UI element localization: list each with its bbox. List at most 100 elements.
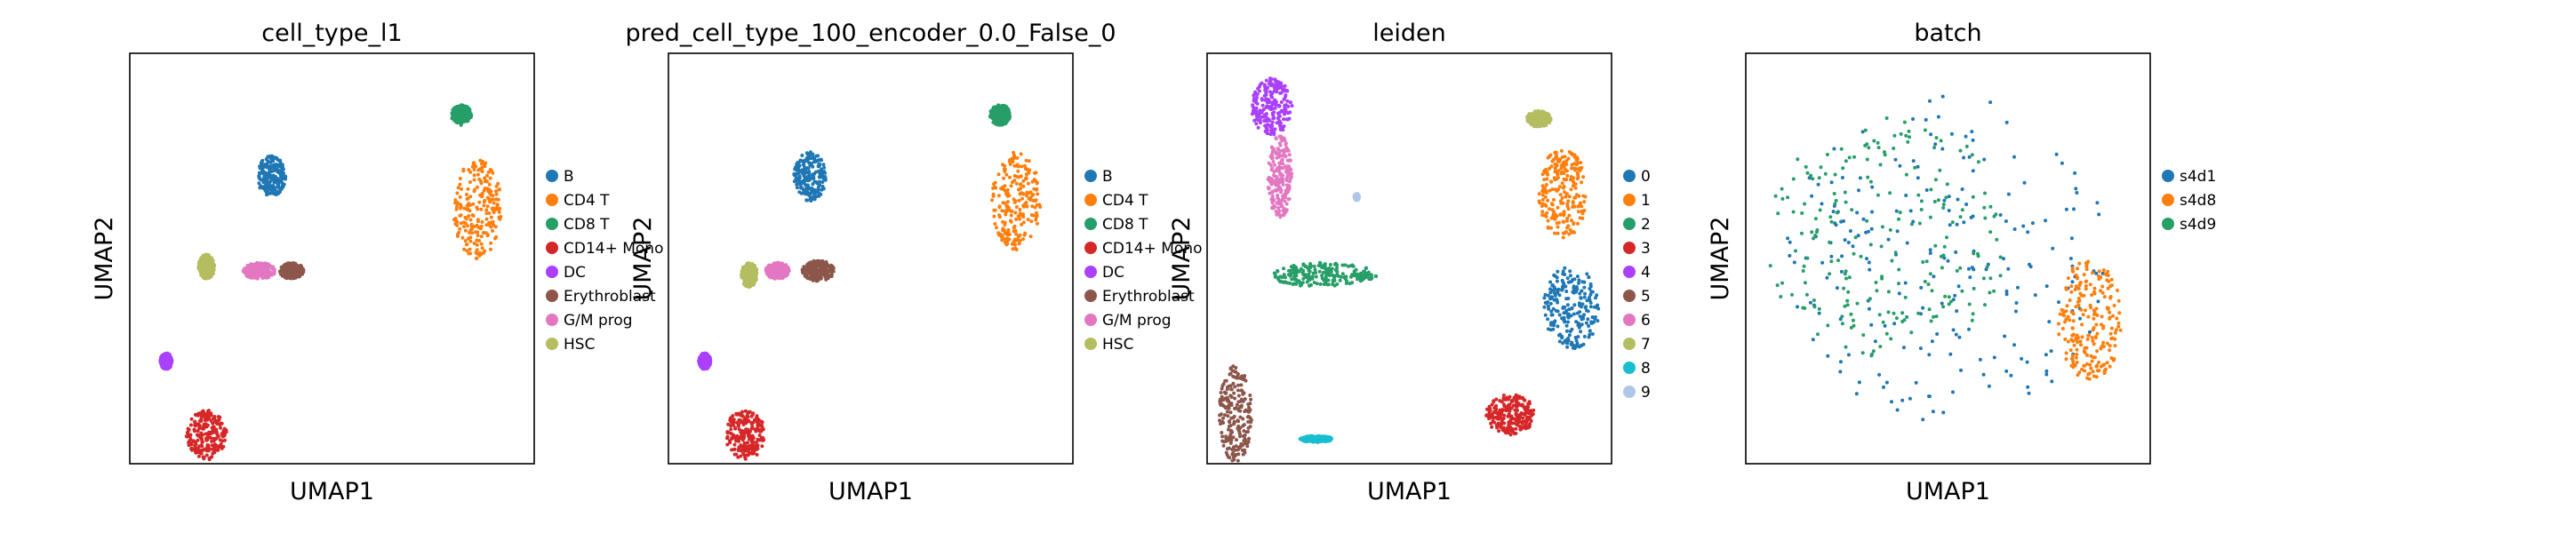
point <box>1018 217 1022 221</box>
point <box>1366 270 1371 274</box>
point <box>1243 410 1247 414</box>
legend-marker <box>1084 170 1097 182</box>
point <box>1308 262 1312 266</box>
point <box>453 119 458 123</box>
point <box>1580 289 1584 293</box>
point <box>1580 343 1584 347</box>
point <box>820 259 825 263</box>
point <box>1033 199 1037 203</box>
point <box>254 267 258 272</box>
point <box>739 430 743 434</box>
point <box>1035 181 1039 186</box>
point <box>1343 274 1348 279</box>
point <box>220 434 225 438</box>
point <box>1004 105 1009 109</box>
point <box>1272 132 1276 137</box>
point <box>806 265 811 269</box>
point <box>1011 159 1015 163</box>
legend-label: CD8 T <box>564 216 610 234</box>
point <box>460 187 464 191</box>
point <box>494 197 499 202</box>
legend-marker <box>546 218 558 230</box>
point <box>199 451 204 456</box>
point <box>1312 264 1316 268</box>
point <box>1490 425 1494 429</box>
legend-label: CD8 T <box>1102 216 1148 234</box>
point <box>468 115 472 119</box>
point <box>1272 85 1276 90</box>
point <box>1028 190 1033 195</box>
point <box>1562 210 1566 214</box>
point <box>493 208 498 211</box>
point <box>474 256 478 260</box>
point <box>1249 420 1253 425</box>
point <box>1326 278 1331 282</box>
point <box>1008 175 1012 179</box>
point <box>276 169 281 172</box>
point <box>1014 205 1019 209</box>
point <box>1283 108 1287 113</box>
point <box>1579 296 1583 300</box>
point <box>814 154 819 158</box>
point <box>698 358 702 362</box>
point <box>477 239 482 243</box>
point <box>464 217 468 221</box>
point <box>1283 84 1287 88</box>
point <box>286 273 291 277</box>
point <box>1508 433 1513 437</box>
point <box>1220 431 1224 434</box>
point <box>1256 125 1260 130</box>
point <box>484 217 489 221</box>
point <box>1228 434 1232 438</box>
point <box>1228 371 1233 376</box>
point <box>1567 333 1572 338</box>
point <box>817 275 821 280</box>
point <box>1317 269 1322 274</box>
point <box>480 192 484 195</box>
point <box>732 418 736 422</box>
point <box>1578 310 1582 314</box>
point <box>482 203 486 208</box>
point <box>454 207 459 211</box>
point <box>1572 312 1576 316</box>
point <box>1284 275 1287 280</box>
point <box>1502 404 1507 409</box>
point <box>1578 323 1582 328</box>
point <box>1351 264 1356 268</box>
point <box>1013 243 1018 247</box>
point <box>1221 443 1226 448</box>
point <box>1355 272 1359 276</box>
point <box>736 434 740 439</box>
point <box>1001 187 1004 191</box>
point <box>260 159 264 163</box>
point <box>1553 170 1557 174</box>
point <box>1283 89 1287 93</box>
point <box>829 274 834 279</box>
point <box>1553 287 1557 291</box>
point <box>813 275 818 280</box>
point <box>1307 274 1311 278</box>
point <box>736 449 740 453</box>
point <box>1559 201 1564 205</box>
point <box>482 200 486 204</box>
point <box>1576 335 1580 339</box>
point <box>743 409 748 413</box>
point <box>491 197 495 202</box>
point <box>1263 98 1268 102</box>
point <box>453 201 457 205</box>
point <box>1004 172 1009 177</box>
point <box>809 268 813 273</box>
point <box>474 164 478 169</box>
point <box>996 103 1001 107</box>
point <box>475 223 479 227</box>
point <box>726 430 731 434</box>
point <box>745 414 749 418</box>
point <box>472 168 476 171</box>
point <box>741 452 746 456</box>
point <box>792 179 796 184</box>
point <box>1015 155 1020 160</box>
point <box>212 436 216 441</box>
point <box>1568 274 1572 278</box>
point <box>1252 118 1257 123</box>
